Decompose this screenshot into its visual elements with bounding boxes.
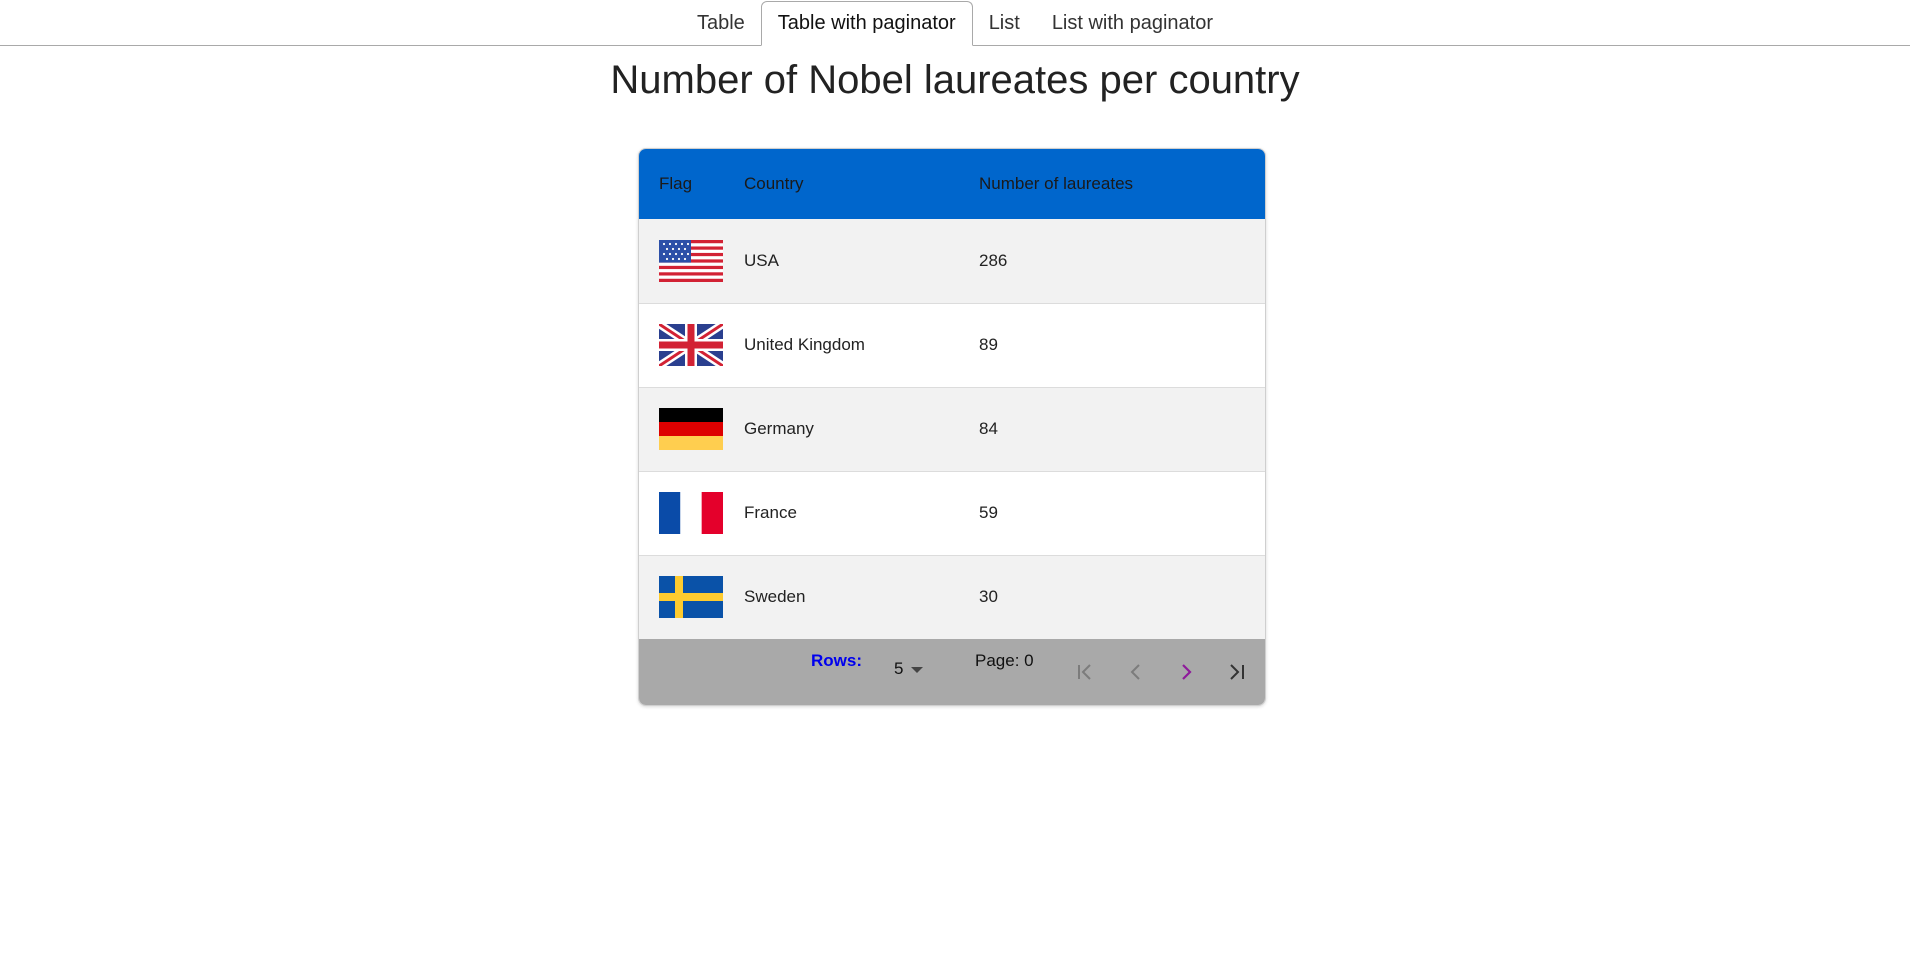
caret-down-icon: [911, 667, 924, 673]
laureates-table-card: Flag Country Number of laureates: [638, 148, 1266, 706]
page-indicator: Page: 0: [975, 651, 1034, 670]
laureates-table: Flag Country Number of laureates: [639, 149, 1265, 639]
column-header-laureates: Number of laureates: [979, 174, 1134, 193]
next-page-icon[interactable]: [1171, 657, 1201, 687]
laureates-cell: 286: [979, 250, 1008, 270]
rows-label: Rows:: [811, 651, 862, 670]
table-row: Germany 84: [639, 387, 1265, 471]
usa-flag-icon: [659, 239, 744, 282]
table-row: France 59: [639, 471, 1265, 555]
table-row: USA 286: [639, 219, 1265, 303]
france-flag-icon: [659, 492, 744, 534]
laureates-cell: 30: [979, 587, 998, 607]
laureates-cell: 84: [979, 419, 998, 438]
laureates-cell: 59: [979, 503, 998, 522]
table-row: Sweden 30: [639, 555, 1265, 639]
first-page-icon[interactable]: [1071, 657, 1101, 687]
tab-list[interactable]: List: [988, 12, 1020, 34]
tab-list-with-paginator[interactable]: List with paginator: [1051, 12, 1214, 34]
uk-flag-icon: [659, 324, 744, 366]
country-cell: Germany: [744, 419, 814, 438]
column-header-flag: Flag: [659, 174, 693, 193]
last-page-icon[interactable]: [1221, 657, 1251, 687]
tab-bar: Table Table with paginator List List wit…: [0, 0, 1910, 46]
tab-table-with-paginator[interactable]: Table with paginator: [760, 1, 973, 46]
tab-table[interactable]: Table: [696, 12, 745, 34]
laureates-cell: 89: [979, 335, 998, 354]
country-cell: Sweden: [744, 587, 806, 607]
country-cell: USA: [744, 250, 779, 270]
table-row: United Kingdom 89: [639, 303, 1265, 387]
country-cell: France: [744, 503, 797, 522]
country-cell: United Kingdom: [744, 335, 865, 354]
table-header-row: Flag Country Number of laureates: [639, 149, 1265, 219]
paginator: Rows: 5 Page: 0: [639, 639, 1265, 705]
page-title: Number of Nobel laureates per country: [610, 58, 1300, 102]
rows-per-page-value: 5: [894, 659, 904, 678]
column-header-country: Country: [744, 174, 804, 193]
previous-page-icon[interactable]: [1121, 657, 1151, 687]
rows-per-page-select[interactable]: 5: [894, 659, 924, 679]
germany-flag-icon: [659, 408, 744, 450]
sweden-flag-icon: [659, 576, 744, 619]
